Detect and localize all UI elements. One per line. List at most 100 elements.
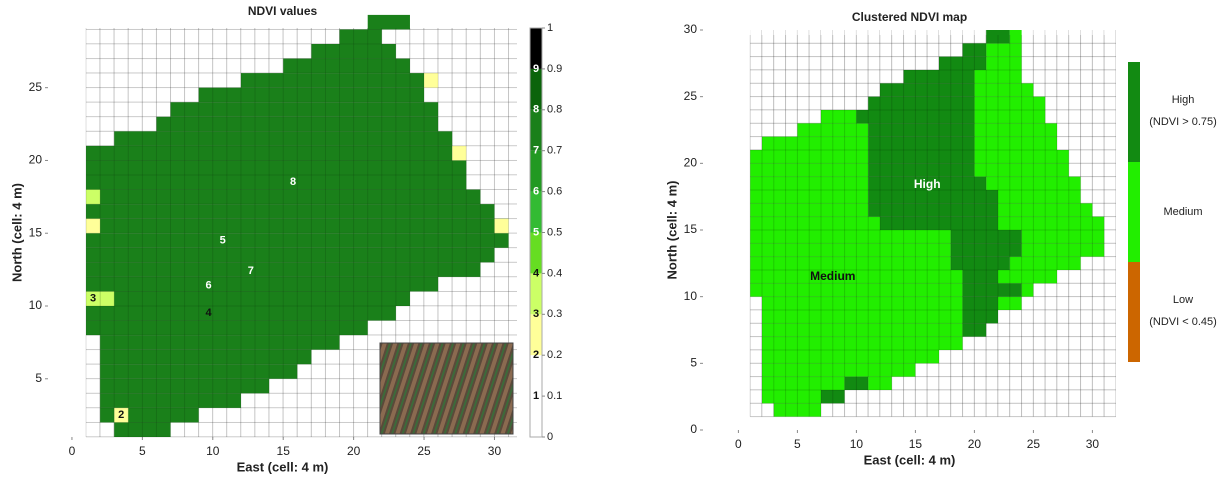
cluster-segment (986, 176, 1081, 190)
cluster-segment (962, 310, 998, 324)
x-tick-label: 10 (206, 444, 220, 458)
ndvi-row (86, 189, 481, 205)
cluster-segment (962, 43, 987, 57)
ndvi-row (100, 364, 298, 379)
cluster-segment (1009, 256, 1081, 270)
x-tick-label: 0 (735, 437, 742, 451)
ndvi-row (86, 175, 467, 190)
cluster-segment (821, 390, 845, 404)
y-tick-label: 25 (29, 80, 43, 94)
annotation: 5 (220, 234, 226, 246)
cluster-segment (998, 270, 1057, 284)
legend-swatch (1128, 62, 1140, 162)
cluster-segment (750, 270, 963, 284)
cluster-segment (773, 403, 821, 417)
ndvi-cell (86, 291, 101, 307)
y-tick-label: 10 (684, 289, 698, 303)
cluster-segment (762, 390, 821, 404)
ndvi-row (86, 218, 509, 234)
legend-label: Low (1173, 294, 1193, 306)
x-tick-label: 15 (277, 444, 291, 458)
cluster-segment (1021, 230, 1105, 244)
colorbar-band (530, 191, 542, 233)
cluster-segment (868, 176, 987, 190)
cluster-segment (962, 270, 998, 284)
annotation: 3 (90, 293, 96, 305)
colorbar-tick-label: 0.3 (547, 308, 562, 320)
y-tick-label: 5 (690, 356, 697, 370)
class-label: 8 (533, 104, 539, 116)
cluster-segment (903, 70, 975, 84)
class-label: 4 (533, 267, 540, 279)
cluster-segment (868, 163, 975, 177)
y-tick-label: 20 (684, 156, 698, 170)
legend-note: (NDVI < 0.45) (1149, 316, 1217, 328)
x-tick-label: 15 (909, 437, 923, 451)
y-tick-label: 15 (684, 222, 698, 236)
cluster-segment (998, 296, 1022, 310)
cluster-segment (762, 350, 939, 364)
x-tick-label: 20 (968, 437, 982, 451)
cluster-segment (868, 150, 975, 164)
colorbar-tick-label: 0.5 (547, 226, 562, 238)
cluster-segment (868, 376, 892, 390)
legend-note: (NDVI > 0.75) (1149, 116, 1217, 128)
class-label: 3 (533, 308, 539, 320)
cluster-segment (750, 243, 951, 257)
colorbar-tick-label: 0.9 (547, 63, 562, 75)
cluster-segment (844, 376, 869, 390)
cluster-segment (750, 256, 951, 270)
colorbar-band (530, 28, 542, 69)
x-tick-label: 5 (139, 444, 146, 458)
ndvi-row (100, 349, 312, 365)
ndvi-row (86, 306, 396, 321)
class-label: 2 (533, 349, 539, 361)
cluster-segment (974, 110, 1046, 124)
cluster-segment (998, 216, 1105, 230)
cluster-segment (986, 56, 1022, 70)
cluster-segment (750, 163, 869, 177)
legend-label: Medium (1163, 206, 1202, 218)
ndvi-row (114, 422, 171, 437)
annotation: 6 (205, 280, 211, 292)
x-axis-label: East (cell: 4 m) (864, 452, 956, 467)
cluster-segment (762, 323, 963, 337)
ndvi-row (86, 145, 453, 161)
x-tick-label: 10 (850, 437, 864, 451)
cluster-segment (762, 363, 916, 377)
cluster-segment (880, 83, 975, 97)
x-tick-label: 30 (1086, 437, 1100, 451)
chart-title: Clustered NDVI map (852, 10, 967, 24)
cluster-segment (974, 96, 1046, 110)
ndvi-row (100, 393, 241, 408)
colorbar-tick-label: 0.8 (547, 104, 562, 116)
cluster-segment (974, 163, 1069, 177)
cluster-segment (986, 30, 1010, 44)
colorbar-band (530, 396, 542, 437)
ndvi-row (86, 233, 509, 248)
cluster-segment (950, 256, 1010, 270)
colorbar-band (530, 109, 542, 151)
cluster-segment (998, 203, 1093, 217)
colorbar-tick-label: 1 (547, 22, 553, 34)
colorbar-tick-label: 0 (547, 431, 553, 443)
cluster-segment (762, 296, 963, 310)
y-tick-label: 25 (684, 89, 698, 103)
colorbar-tick-label: 0.2 (547, 349, 562, 361)
legend-swatch (1128, 262, 1140, 362)
cluster-segment (750, 190, 869, 204)
cluster-segment (762, 136, 869, 150)
ndvi-row (100, 335, 340, 350)
class-label: 6 (533, 186, 539, 198)
annotation: 8 (290, 176, 296, 188)
y-tick-label: 30 (684, 22, 698, 36)
cluster-segment (762, 376, 845, 390)
ndvi-cell (86, 189, 101, 205)
cluster-segment (868, 203, 998, 217)
colorbar-band (530, 273, 542, 315)
class-label: 1 (533, 390, 539, 402)
y-tick-label: 20 (29, 153, 43, 167)
annotation: 2 (118, 409, 124, 421)
cluster-segment (821, 110, 857, 124)
